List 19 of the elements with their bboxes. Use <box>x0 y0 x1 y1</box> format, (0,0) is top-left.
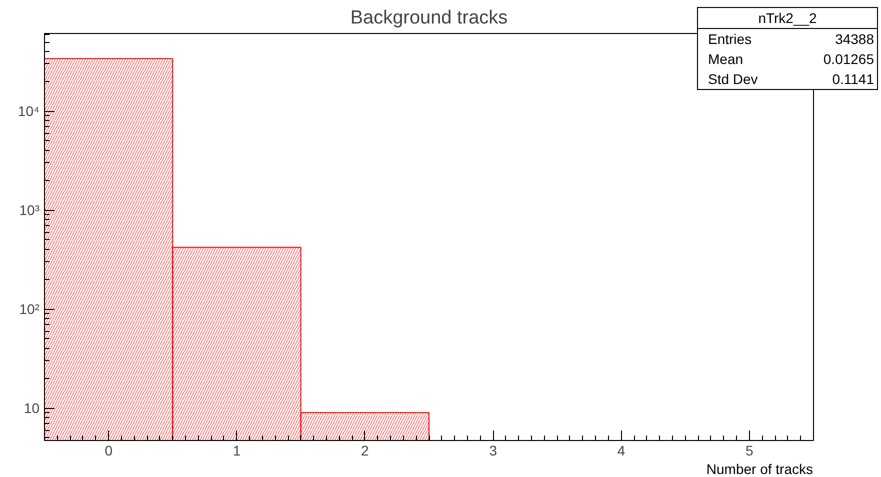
x-tick-label: 4 <box>617 442 626 458</box>
y-tick-label: 10² <box>19 301 40 318</box>
x-tick-label: 3 <box>489 442 498 458</box>
annotation: Entries <box>707 30 753 49</box>
annotation: Std Dev <box>707 70 759 89</box>
text: 0.01265 <box>822 50 875 69</box>
x-tick-label: 5 <box>746 442 754 458</box>
x-tick-label: 0 <box>104 442 113 458</box>
text: 34388 <box>834 30 875 49</box>
annotation: Mean <box>707 50 744 69</box>
text: nTrk2__2 <box>698 8 877 29</box>
x-axis-title: Number of tracks <box>705 461 813 477</box>
y-tick-label: 10 <box>24 400 40 416</box>
x-tick-label: 2 <box>361 442 370 458</box>
x-tick-label: 1 <box>232 442 241 458</box>
y-tick-label: 10³ <box>19 202 40 218</box>
y-tick-label: 10⁴ <box>18 103 40 120</box>
text: 0.1141 <box>831 70 875 89</box>
chart-title: Background tracks <box>350 8 508 28</box>
